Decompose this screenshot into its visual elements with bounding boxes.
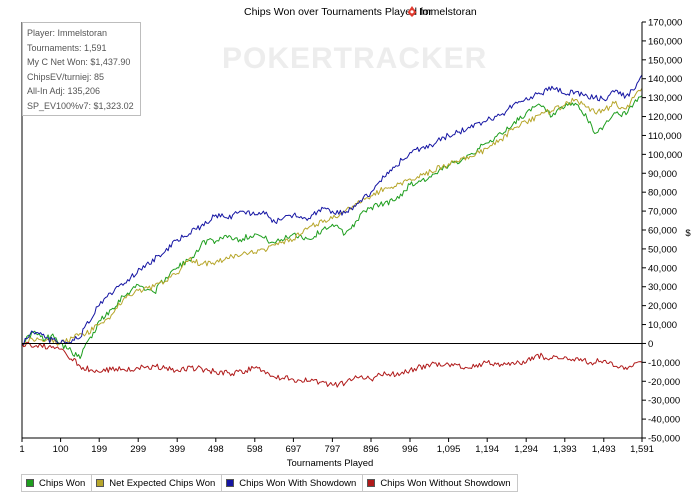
info-sp-ev: SP_EV100%v7: $1,323.02	[27, 100, 134, 111]
y-tick-label: -50,000	[648, 434, 680, 445]
chart-title-player: Immelstoran	[419, 6, 477, 18]
y-tick-label: -10,000	[648, 358, 680, 369]
y-tick-label: 0	[648, 339, 653, 350]
legend-swatch-with-showdown	[226, 479, 235, 487]
player-icon	[407, 6, 417, 17]
legend-item-chips-won[interactable]: Chips Won	[21, 474, 93, 492]
y-tick-label: 10,000	[648, 320, 677, 331]
y-tick-label: -20,000	[648, 377, 680, 388]
x-tick-label: 1,294	[514, 444, 538, 455]
legend: Chips Won Net Expected Chips Won Chips W…	[21, 474, 641, 492]
legend-swatch-chips-won	[26, 479, 34, 487]
chart-title: Chips Won over Tournaments Played for	[244, 6, 433, 18]
x-tick-label: 1,393	[553, 444, 577, 455]
y-tick-label: 120,000	[648, 112, 682, 123]
y-tick-label: 60,000	[648, 226, 677, 237]
x-axis-label: Tournaments Played	[287, 458, 374, 469]
y-tick-label: 110,000	[648, 131, 682, 142]
legend-swatch-net-expected	[96, 479, 105, 487]
x-tick-label: 996	[402, 444, 418, 455]
legend-label-with-showdown: Chips Won With Showdown	[239, 477, 357, 489]
x-tick-label: 199	[91, 444, 107, 455]
legend-item-net-expected[interactable]: Net Expected Chips Won	[91, 474, 223, 492]
y-axis-label: $	[685, 228, 691, 239]
x-tick-label: 399	[169, 444, 185, 455]
y-tick-label: 100,000	[648, 150, 682, 161]
x-tick-label: 1	[19, 444, 24, 455]
y-tick-label: 30,000	[648, 282, 677, 293]
legend-item-with-showdown[interactable]: Chips Won With Showdown	[221, 474, 364, 492]
y-tick-label: 150,000	[648, 55, 682, 66]
y-tick-label: 90,000	[648, 169, 677, 180]
y-tick-label: 70,000	[648, 207, 677, 218]
legend-label-chips-won: Chips Won	[39, 477, 86, 489]
series-line-1	[21, 87, 643, 347]
info-chipsev: ChipsEV/turniej: 85	[27, 71, 105, 82]
ticks-layer: -50,000 -40,000 -30,000 -20,000 -10,000 0 10,0…	[19, 18, 682, 456]
y-tick-label: 130,000	[648, 93, 682, 104]
series-line-3	[21, 341, 643, 388]
legend-swatch-without-showdown	[367, 479, 376, 487]
x-tick-label: 100	[53, 444, 69, 455]
series-layer	[21, 74, 643, 388]
series-line-2	[21, 74, 643, 346]
legend-label-without-showdown: Chips Won Without Showdown	[380, 477, 511, 489]
y-tick-label: 20,000	[648, 301, 677, 312]
x-tick-label: 797	[324, 444, 340, 455]
y-tick-label: 80,000	[648, 188, 677, 199]
x-tick-label: 697	[285, 444, 301, 455]
stats-info-box: Player: Immelstoran Tournaments: 1,591 M…	[22, 22, 141, 116]
legend-item-without-showdown[interactable]: Chips Won Without Showdown	[362, 474, 518, 492]
legend-label-net-expected: Net Expected Chips Won	[109, 477, 216, 489]
x-tick-label: 1,591	[630, 444, 654, 455]
info-allin-adj: All-In Adj: 135,206	[27, 86, 101, 97]
info-player: Player: Immelstoran	[27, 28, 108, 38]
y-tick-label: -40,000	[648, 415, 680, 426]
x-tick-label: 1,493	[592, 444, 616, 455]
x-tick-label: 1,194	[475, 444, 499, 455]
y-tick-label: -30,000	[648, 396, 680, 407]
series-line-0	[21, 95, 643, 360]
x-tick-label: 598	[247, 444, 263, 455]
y-tick-label: 140,000	[648, 74, 682, 85]
x-tick-label: 896	[363, 444, 379, 455]
chart-title-text: Chips Won over Tournaments Played for	[244, 6, 433, 18]
watermark-logo: POKERTRACKER	[222, 42, 488, 75]
y-tick-label: 50,000	[648, 244, 677, 255]
info-net-won: My C Net Won: $1,437.90	[27, 57, 131, 68]
y-tick-label: 170,000	[648, 18, 682, 29]
info-tournaments: Tournaments: 1,591	[27, 42, 107, 53]
x-tick-label: 299	[130, 444, 146, 455]
x-tick-label: 1,095	[437, 444, 461, 455]
y-tick-label: 40,000	[648, 263, 677, 274]
y-tick-label: 160,000	[648, 36, 682, 47]
x-tick-label: 498	[208, 444, 224, 455]
